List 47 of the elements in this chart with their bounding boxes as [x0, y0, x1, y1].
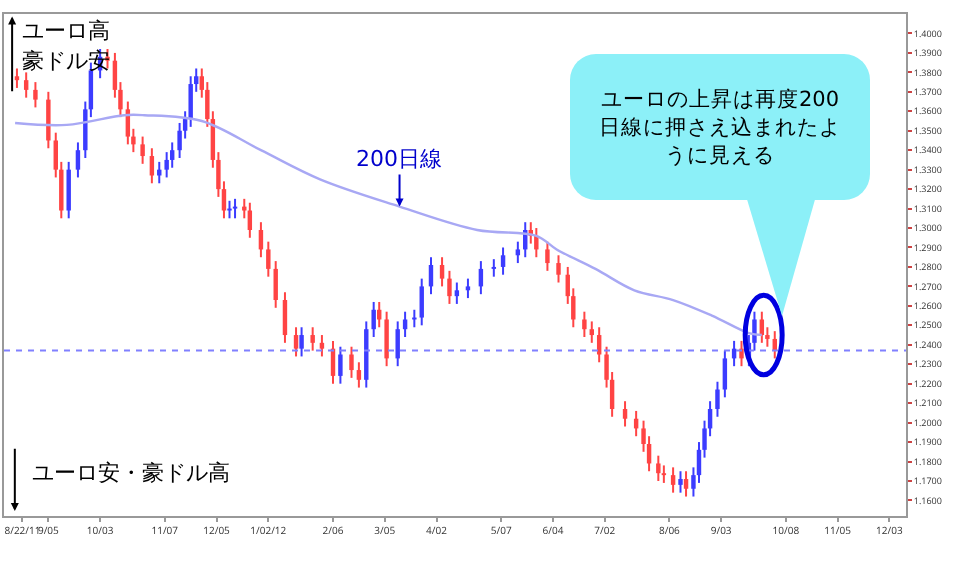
candlestick [545, 240, 550, 272]
candlestick [596, 326, 602, 364]
candlestick [722, 349, 728, 399]
candlestick [75, 141, 81, 179]
candlestick [319, 334, 325, 358]
candlestick [149, 147, 155, 185]
candlestick [515, 240, 521, 265]
candlestick [454, 281, 460, 305]
candlestick [310, 326, 315, 352]
candlestick [589, 320, 594, 344]
candlestick [683, 470, 689, 498]
candlestick [582, 310, 587, 338]
candlestick [169, 141, 175, 169]
annotation: ユーロ安・豪ドル高 [32, 458, 230, 488]
candlestick [266, 240, 271, 278]
candlestick [500, 246, 506, 276]
candlestick [678, 470, 683, 494]
candlestick [349, 345, 354, 379]
candlestick [371, 300, 376, 338]
candlestick [402, 310, 408, 338]
candlestick [447, 269, 452, 305]
candlestick [338, 345, 343, 385]
candlestick [66, 160, 71, 220]
candlestick [384, 310, 389, 368]
candlestick [465, 277, 471, 300]
candlestick [33, 81, 38, 109]
candlestick [534, 227, 539, 259]
candlestick [299, 326, 304, 358]
candlestick [395, 320, 400, 368]
candlestick [157, 160, 162, 185]
candlestick [419, 277, 424, 327]
candlestick [715, 380, 720, 418]
candlestick [556, 254, 561, 284]
candlestick [622, 400, 628, 428]
candlestick [273, 260, 278, 309]
candlestick [656, 454, 661, 482]
candlestick [670, 466, 676, 494]
candlestick [356, 361, 362, 389]
candlestick [439, 256, 445, 288]
annotation: 200日線 [356, 146, 442, 172]
candlestick [293, 326, 299, 358]
annotation: ユーロの上昇は再度200日線に押さえ込まれたように見える [597, 85, 843, 169]
candlestick [46, 90, 51, 150]
candlestick [14, 67, 20, 89]
candlestick [140, 135, 145, 165]
candlestick [282, 291, 288, 344]
candlestick [23, 71, 29, 99]
